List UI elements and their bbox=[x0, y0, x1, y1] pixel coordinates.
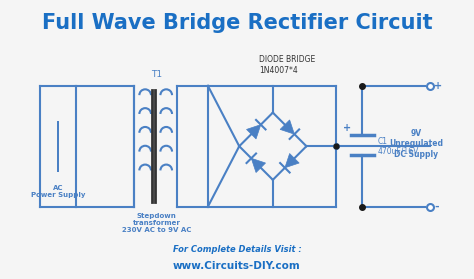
Polygon shape bbox=[251, 158, 265, 172]
Text: -: - bbox=[434, 202, 439, 212]
Text: T1: T1 bbox=[151, 70, 162, 79]
Text: AC
Power Supply: AC Power Supply bbox=[30, 184, 85, 198]
Polygon shape bbox=[280, 120, 294, 134]
Polygon shape bbox=[246, 125, 261, 139]
Polygon shape bbox=[285, 153, 299, 168]
Text: Stepdown
transformer
230V AC to 9V AC: Stepdown transformer 230V AC to 9V AC bbox=[122, 213, 191, 234]
Text: DIODE BRIDGE
1N4007*4: DIODE BRIDGE 1N4007*4 bbox=[259, 55, 316, 74]
Text: For Complete Details Visit :: For Complete Details Visit : bbox=[173, 245, 301, 254]
Text: C1
470uF/16V: C1 470uF/16V bbox=[378, 136, 419, 156]
Text: +: + bbox=[343, 123, 351, 133]
Text: www.Circuits-DIY.com: www.Circuits-DIY.com bbox=[173, 261, 301, 271]
Text: 9V
Unregulated
DC Supply: 9V Unregulated DC Supply bbox=[389, 129, 443, 159]
Text: Full Wave Bridge Rectifier Circuit: Full Wave Bridge Rectifier Circuit bbox=[42, 13, 432, 33]
Text: +: + bbox=[434, 81, 442, 91]
